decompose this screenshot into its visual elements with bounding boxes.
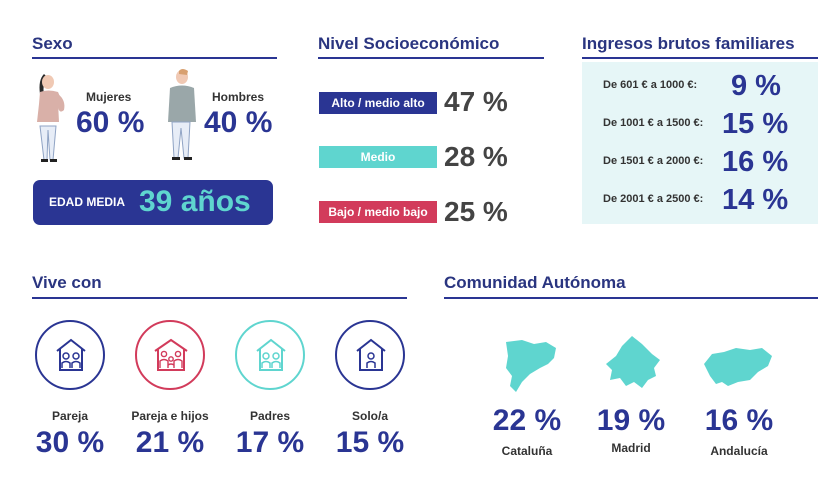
ingresos-divider xyxy=(582,57,818,59)
age-value: 39 años xyxy=(139,185,251,218)
nivel-medio-pill: Medio xyxy=(319,146,437,168)
vive-divider xyxy=(32,297,407,299)
madrid-map-icon xyxy=(606,336,660,388)
andalucia-value: 16 % xyxy=(704,404,774,437)
madrid-value: 19 % xyxy=(596,404,666,437)
women-label: Mujeres xyxy=(86,90,132,104)
cataluna-label: Cataluña xyxy=(501,444,553,458)
pareja-hijos-label: Pareja e hijos xyxy=(131,409,209,423)
nivel-title: Nivel Socioeconómico xyxy=(318,34,500,53)
nivel-alto-pill: Alto / medio alto xyxy=(319,92,437,114)
sexo-title: Sexo xyxy=(32,34,73,53)
ingresos-range-4-value: 14 % xyxy=(722,184,789,216)
comunidad-divider xyxy=(444,297,818,299)
cataluna-value: 22 % xyxy=(492,404,562,437)
sexo-divider xyxy=(32,57,277,59)
ingresos-range-2-value: 15 % xyxy=(722,108,789,140)
age-box: EDAD MEDIA 39 años xyxy=(33,180,273,225)
couple-house-icon xyxy=(56,338,86,371)
family-house-icon xyxy=(154,338,188,371)
andalucia-label: Andalucía xyxy=(710,444,768,458)
woman-figure-icon xyxy=(37,74,65,162)
ingresos-title: Ingresos brutos familiares xyxy=(582,34,795,53)
ingresos-range-1-value: 9 % xyxy=(731,70,781,102)
nivel-divider xyxy=(318,57,544,59)
ingresos-panel xyxy=(582,62,818,224)
ingresos-range-4-label: De 2001 € a 2500 €: xyxy=(603,193,704,205)
pareja-ring xyxy=(35,320,105,390)
nivel-alto-value: 47 % xyxy=(444,86,508,117)
single-house-icon xyxy=(356,338,386,371)
women-value: 60 % xyxy=(76,106,145,139)
parents-house-icon xyxy=(256,338,286,371)
comunidad-title: Comunidad Autónoma xyxy=(444,273,626,292)
nivel-bajo-pill: Bajo / medio bajo xyxy=(319,201,437,223)
ingresos-range-2-label: De 1001 € a 1500 €: xyxy=(603,117,704,129)
pareja-hijos-value: 21 % xyxy=(135,426,205,459)
vive-title: Vive con xyxy=(32,273,102,292)
andalucia-map-icon xyxy=(704,348,772,386)
pareja-hijos-ring xyxy=(135,320,205,390)
ingresos-range-1-label: De 601 € a 1000 €: xyxy=(603,79,698,91)
padres-label: Padres xyxy=(249,409,291,423)
cataluna-map-icon xyxy=(506,340,556,392)
solo-value: 15 % xyxy=(335,426,405,459)
padres-ring xyxy=(235,320,305,390)
nivel-bajo-value: 25 % xyxy=(444,196,508,227)
men-value: 40 % xyxy=(204,106,273,139)
solo-ring xyxy=(335,320,405,390)
solo-label: Solo/a xyxy=(351,409,388,423)
pareja-label: Pareja xyxy=(51,409,89,423)
men-label: Hombres xyxy=(212,90,265,104)
man-figure-icon xyxy=(168,69,196,160)
padres-value: 17 % xyxy=(235,426,305,459)
nivel-medio-value: 28 % xyxy=(444,141,508,172)
ingresos-range-3-label: De 1501 € a 2000 €: xyxy=(603,155,704,167)
madrid-label: Madrid xyxy=(611,441,651,455)
pareja-value: 30 % xyxy=(35,426,105,459)
age-label: EDAD MEDIA xyxy=(49,195,126,209)
ingresos-range-3-value: 16 % xyxy=(722,146,789,178)
